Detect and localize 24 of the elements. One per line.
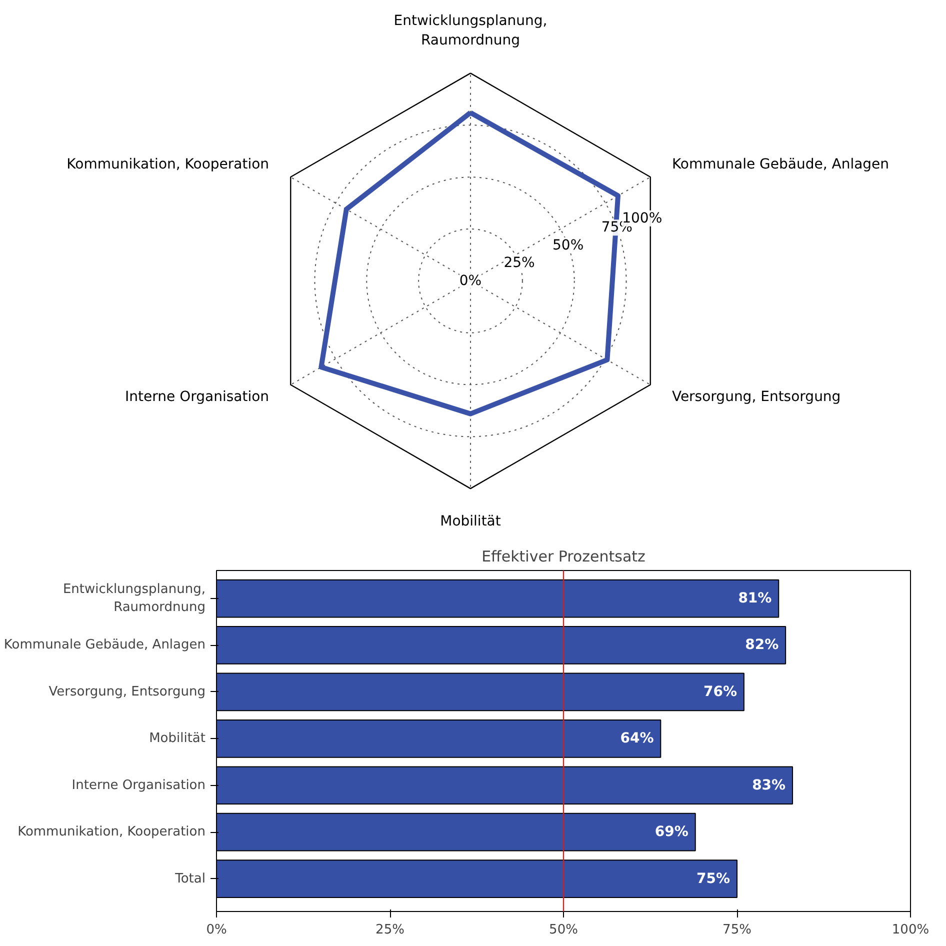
data-label: 64%: [620, 730, 654, 747]
y-tick-label: Total: [174, 871, 206, 886]
data-label: 82%: [745, 637, 779, 654]
x-tick-label: 75%: [722, 922, 752, 938]
data-label: 81%: [738, 590, 772, 607]
y-tick-label: Kommunikation, Kooperation: [18, 824, 206, 840]
y-tick-label: Interne Organisation: [72, 778, 206, 793]
chart-title: Effektiver Prozentsatz: [482, 548, 646, 566]
spoke-label: Kommunale Gebäude, Anlagen: [672, 156, 890, 173]
data-label: 75%: [696, 870, 730, 887]
y-tick-label: Entwicklungsplanung, Raumordnung: [62, 582, 206, 616]
x-tick-label: 25%: [376, 922, 404, 938]
x-tick-label: 100%: [892, 922, 930, 938]
y-tick-label: Mobilität: [149, 731, 206, 746]
x-tick-label: 50%: [549, 922, 578, 938]
data-label: 83%: [752, 777, 786, 794]
spoke-label: Mobilität: [440, 514, 502, 530]
y-tick-label: Kommunale Gebäude, Anlagen: [4, 638, 206, 653]
y-tick-label: Versorgung, Entsorgung: [48, 684, 206, 700]
x-tick-label: 0%: [206, 922, 227, 938]
spoke-label: Versorgung, Entsorgung: [672, 389, 841, 406]
data-label: 69%: [654, 824, 688, 840]
spoke-label: Interne Organisation: [125, 389, 270, 406]
data-label: 76%: [703, 684, 738, 700]
